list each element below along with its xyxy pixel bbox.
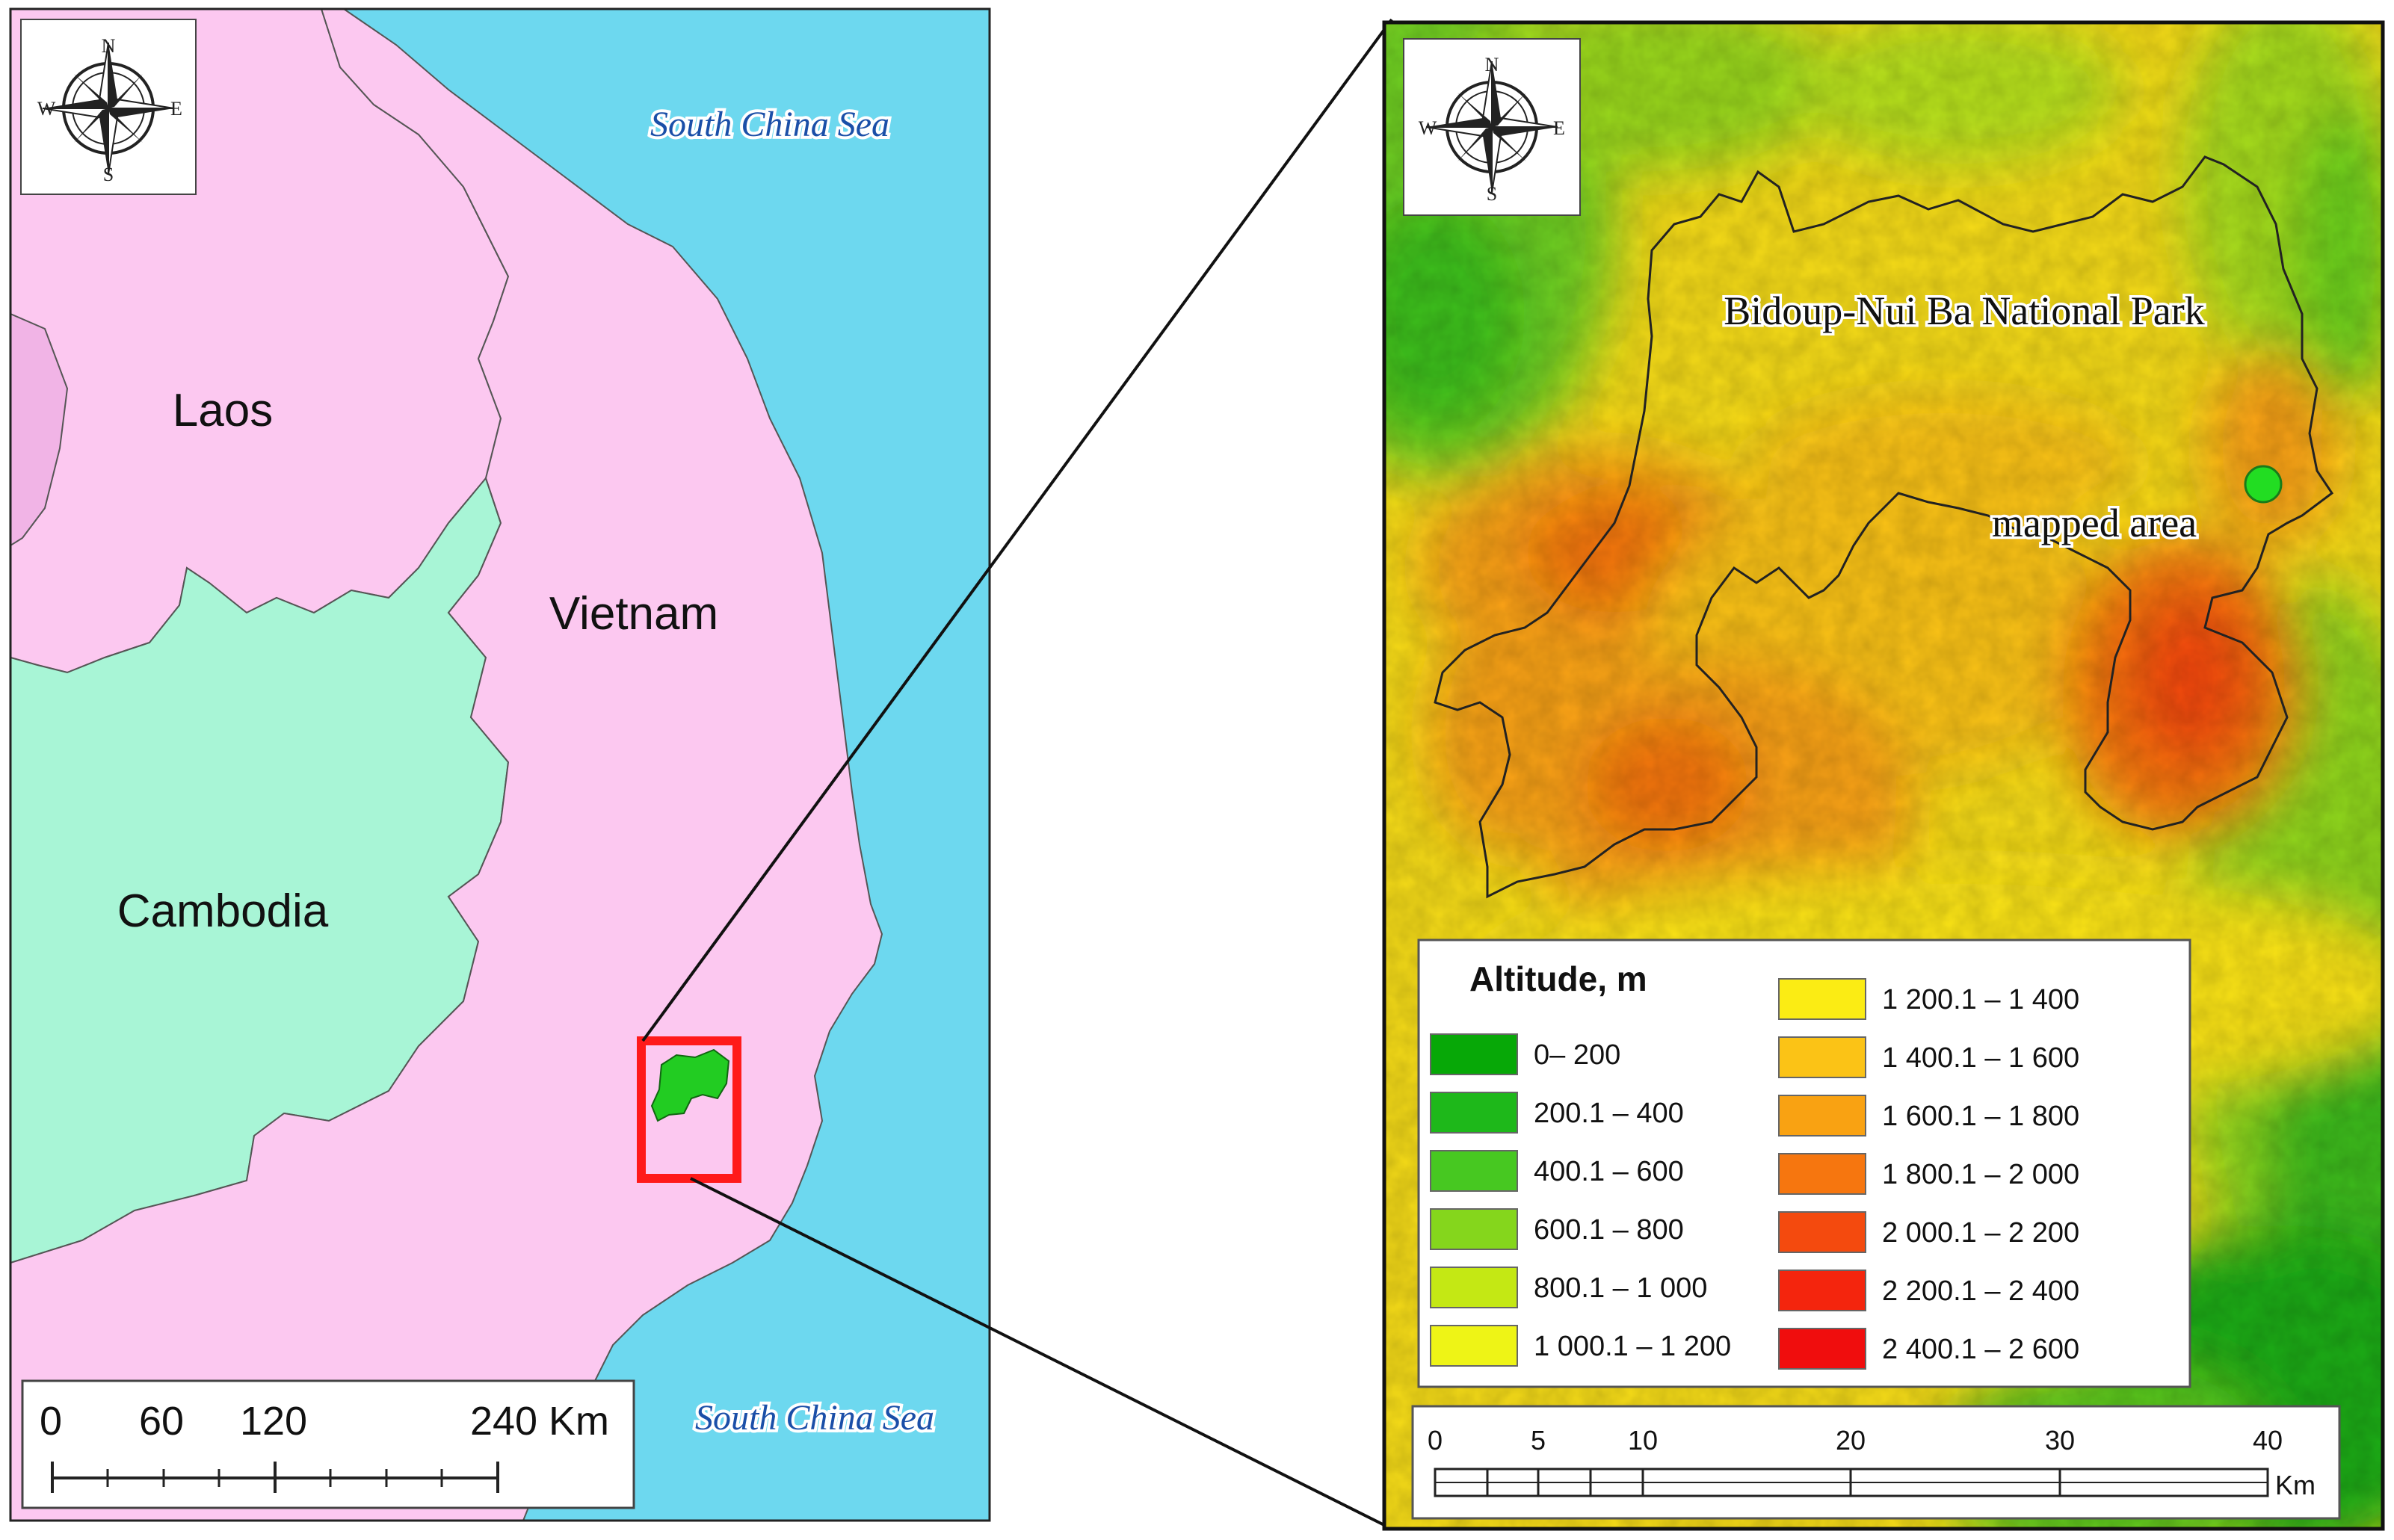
sea-label-top: South China Sea (650, 105, 889, 144)
scale-tick-240: 240 Km (470, 1399, 609, 1444)
scale-tick-120: 120 (240, 1399, 307, 1444)
compass-s: S (1487, 183, 1497, 205)
compass-e: E (170, 98, 182, 120)
legend-label: 1 000.1 – 1 200 (1534, 1331, 1731, 1362)
legend-swatch (1430, 1150, 1518, 1192)
connector-line-top (641, 18, 1393, 1042)
detail-map-frame (1382, 20, 2385, 1531)
scale-tick-label: 40 (2253, 1425, 2283, 1456)
scale-tick-label: 30 (2045, 1425, 2075, 1456)
legend-label: 0– 200 (1534, 1039, 1620, 1071)
legend-items: 0– 200 200.1 – 400 400.1 – 600 600.1 – 800 8… (1430, 978, 2079, 1370)
legend-swatch (1778, 978, 1866, 1020)
legend-label: 600.1 – 800 (1534, 1214, 1684, 1246)
site-label: mapped area (1992, 501, 2197, 545)
sea-label-bottom: South China Sea (695, 1398, 934, 1438)
detail-compass: N S E W (1403, 38, 1581, 216)
scale-tick-0: 0 (40, 1399, 62, 1444)
country-label-cambodia: Cambodia (117, 885, 329, 937)
legend-swatch (1430, 1325, 1518, 1367)
overview-map-frame (9, 7, 991, 1522)
neighbor-region (10, 312, 69, 547)
connector-line-bottom (690, 1177, 1392, 1530)
legend-label: 1 200.1 – 1 400 (1882, 984, 2079, 1015)
legend-swatch (1778, 1095, 1866, 1137)
compass-w: W (37, 98, 56, 120)
park-boundary (1434, 155, 2334, 899)
legend-swatch (1430, 1267, 1518, 1308)
compass-n: N (102, 35, 116, 57)
scale-tick-label: 0 (1428, 1425, 1443, 1456)
legend-label: 400.1 – 600 (1534, 1156, 1684, 1187)
legend-label: 1 800.1 – 2 000 (1882, 1159, 2079, 1190)
study-area-shape (650, 1048, 730, 1122)
legend-swatch (1778, 1270, 1866, 1311)
scale-tick-60: 60 (139, 1399, 184, 1444)
legend-swatch (1778, 1153, 1866, 1195)
scale-tick-label: 10 (1628, 1425, 1658, 1456)
scale-unit: Km (2275, 1470, 2316, 1500)
legend-label: 2 000.1 – 2 200 (1882, 1217, 2079, 1249)
overview-compass: N S E W (20, 19, 197, 195)
overview-scale-bar: 0 60 120 240 Km (21, 1379, 635, 1509)
detail-scale-bar: 0 5 10 20 30 40 Km (1411, 1405, 2341, 1520)
site-marker (2244, 465, 2283, 504)
scale-tick-label: 5 (1531, 1425, 1546, 1456)
altitude-legend: Altitude, m 0– 200 200.1 – 400 400.1 – 600… (1417, 938, 2191, 1388)
compass-n: N (1485, 54, 1499, 75)
legend-title: Altitude, m (1469, 959, 1647, 998)
compass-s: S (103, 164, 114, 185)
scale-tick-labels: 0 5 10 20 30 40 (1428, 1425, 2283, 1456)
scale-tick-label: 20 (1836, 1425, 1866, 1456)
country-label-vietnam: Vietnam (549, 588, 718, 640)
country-label-laos: Laos (173, 385, 273, 436)
legend-swatch (1778, 1036, 1866, 1078)
legend-swatch (1430, 1033, 1518, 1075)
legend-label: 2 400.1 – 2 600 (1882, 1334, 2079, 1365)
compass-rose-icon (42, 42, 175, 175)
legend-label: 800.1 – 1 000 (1534, 1272, 1707, 1304)
study-area-box (637, 1036, 741, 1183)
legend-swatch (1778, 1211, 1866, 1253)
park-label: Bidoup-Nui Ba National Park (1724, 288, 2204, 333)
overview-map (10, 9, 990, 1521)
compass-e: E (1553, 117, 1565, 139)
compass-rose-icon (1425, 61, 1558, 194)
legend-label: 200.1 – 400 (1534, 1098, 1684, 1129)
legend-swatch (1430, 1208, 1518, 1250)
legend-label: 2 200.1 – 2 400 (1882, 1275, 2079, 1307)
legend-label: 1 600.1 – 1 800 (1882, 1101, 2079, 1132)
legend-label: 1 400.1 – 1 600 (1882, 1042, 2079, 1074)
compass-w: W (1419, 117, 1437, 139)
legend-swatch (1778, 1328, 1866, 1370)
legend-swatch (1430, 1092, 1518, 1134)
